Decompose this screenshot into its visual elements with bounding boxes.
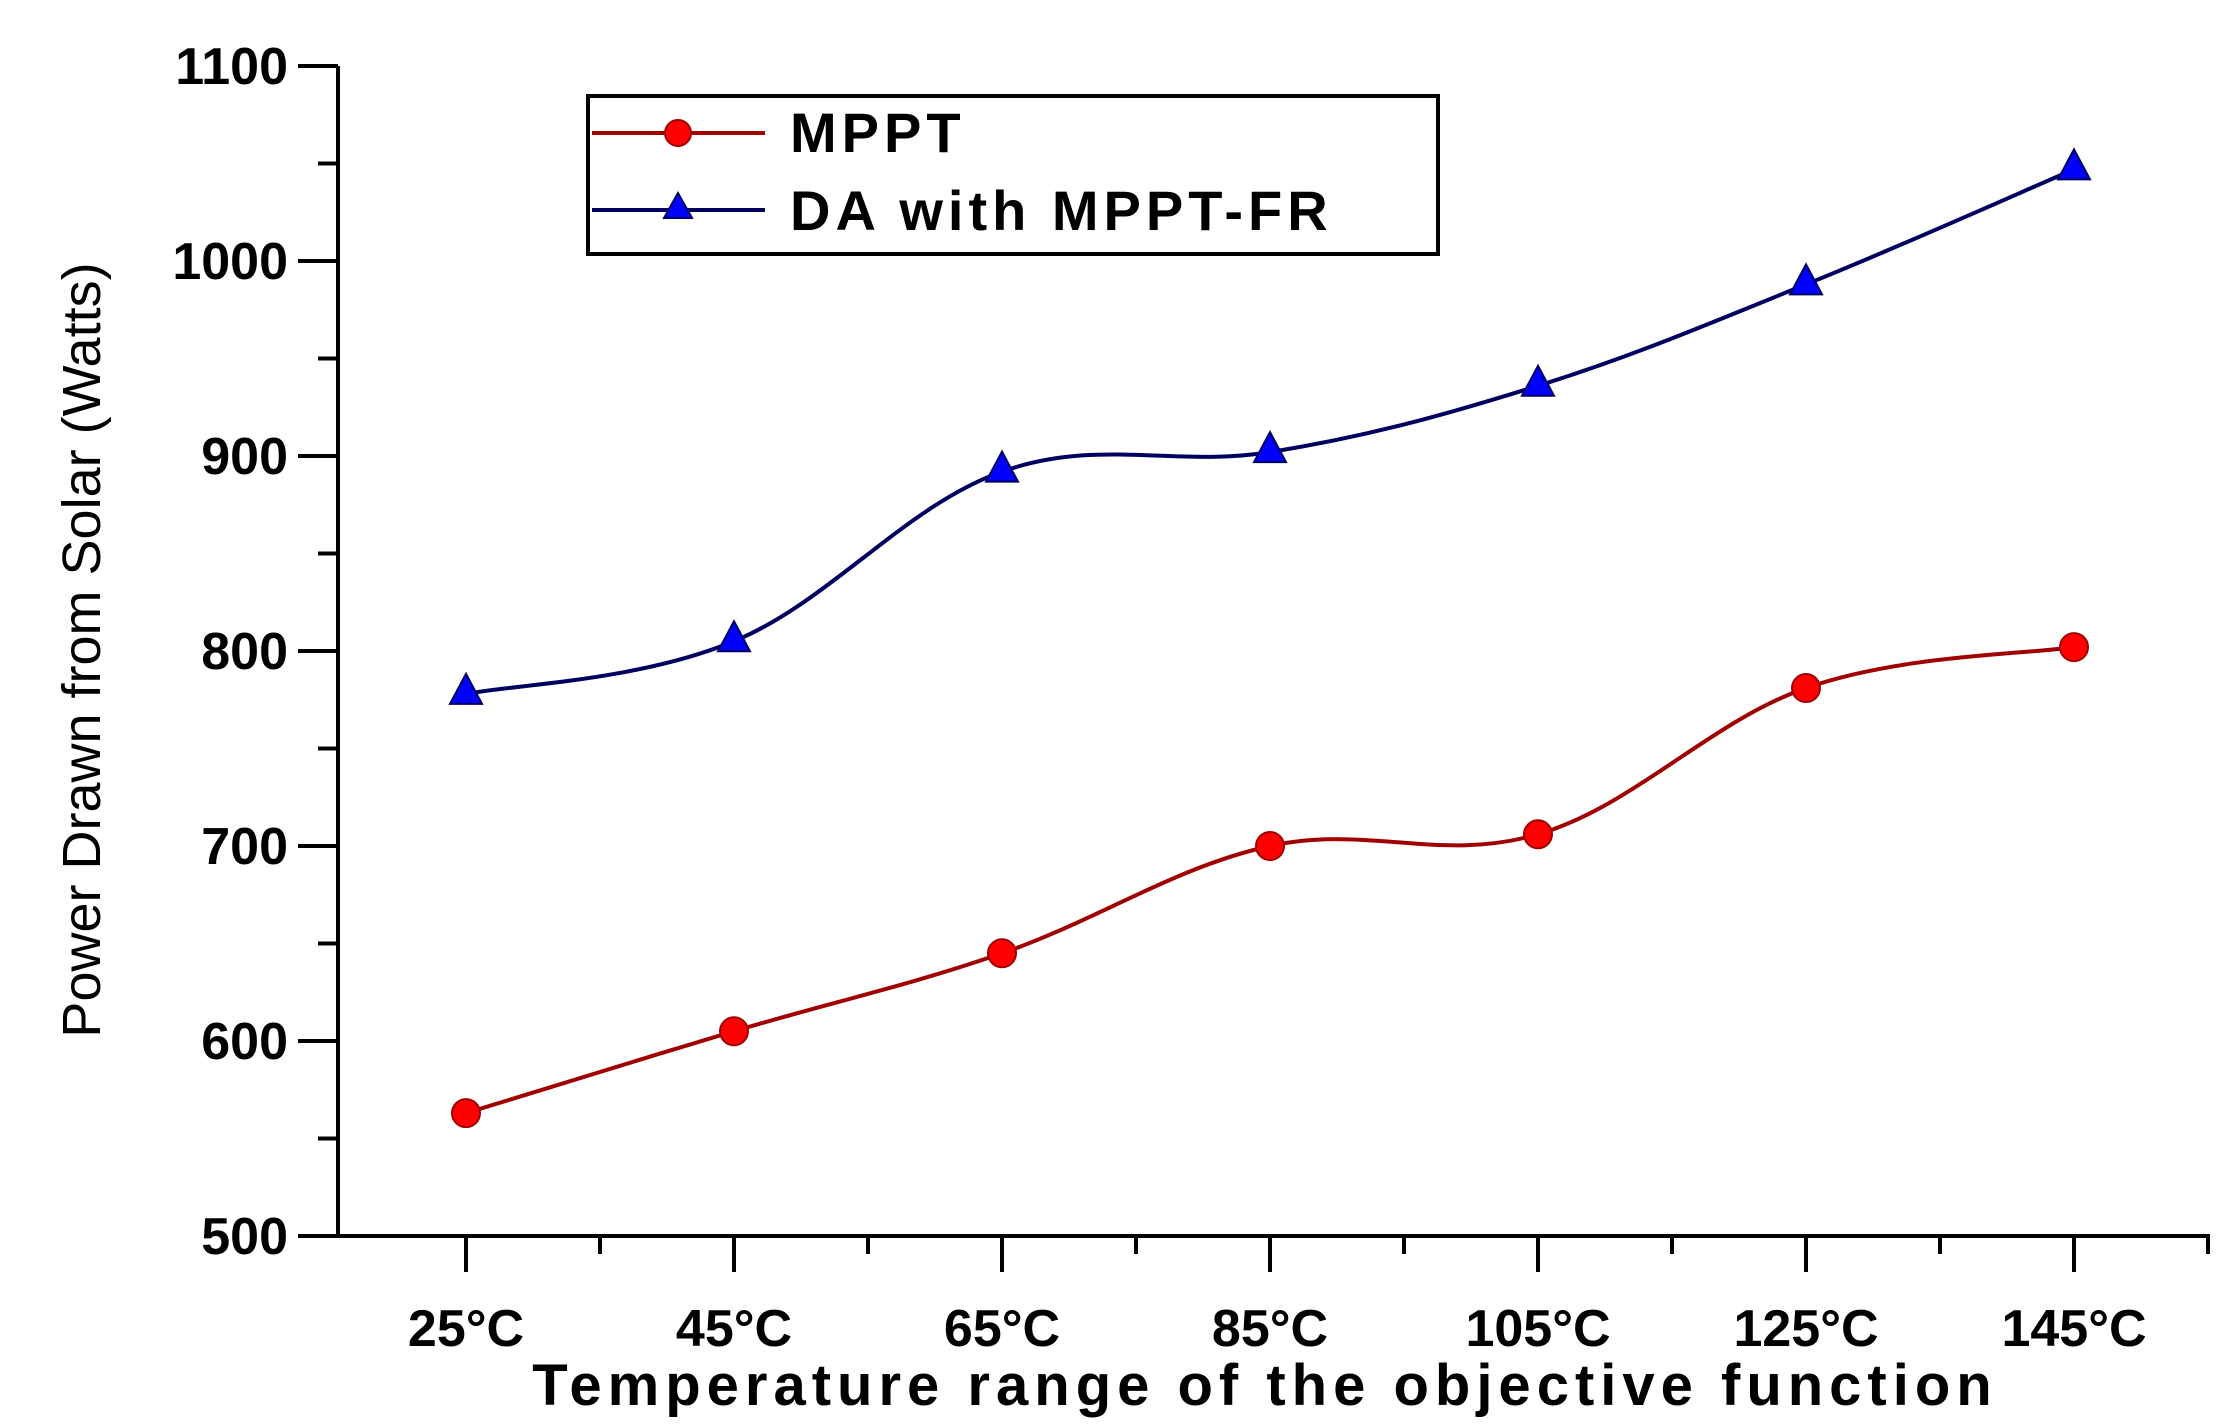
y-tick-label-900: 900	[201, 428, 288, 486]
legend-label-mppt: MPPT	[790, 101, 966, 164]
data-point-da-with-mppt-fr-4	[1520, 363, 1556, 397]
legend-label-da-with-mppt-fr: DA with MPPT-FR	[790, 179, 1333, 242]
data-point-mppt-3	[1255, 831, 1285, 861]
x-axis-title: Temperature range of the objective funct…	[532, 1353, 1997, 1418]
data-point-mppt-1	[719, 1016, 749, 1047]
data-point-da-with-mppt-fr-1	[716, 619, 752, 653]
data-point-mppt-0	[451, 1098, 481, 1129]
data-point-mppt-5	[1791, 673, 1821, 704]
y-tick-label-500: 500	[201, 1208, 288, 1266]
series-line-mppt	[465, 645, 2075, 1116]
series-mppt	[451, 632, 2089, 1129]
legend-box	[586, 94, 1440, 256]
data-point-mppt-2	[987, 938, 1017, 969]
y-tick-label-600: 600	[201, 1013, 288, 1071]
x-tick-label-0: 25°C	[408, 1300, 524, 1358]
x-tick-label-1: 45°C	[676, 1300, 792, 1358]
x-tick-label-5: 125°C	[1733, 1300, 1878, 1358]
series-da-with-mppt-fr	[448, 147, 2092, 705]
data-point-da-with-mppt-fr-0	[448, 671, 484, 705]
x-tick-label-2: 65°C	[944, 1300, 1060, 1358]
legend-item-mppt: MPPT	[592, 101, 966, 164]
legend-item-da-with-mppt-fr: DA with MPPT-FR	[592, 179, 1333, 242]
x-tick-label-3: 85°C	[1212, 1300, 1328, 1358]
y-tick-label-800: 800	[201, 623, 288, 681]
y-axis-title: Power Drawn from Solar (Watts)	[52, 262, 112, 1037]
y-tick-label-1100: 1100	[175, 38, 288, 96]
data-point-da-with-mppt-fr-3	[1252, 429, 1288, 464]
y-tick-label-700: 700	[201, 818, 288, 876]
x-tick-label-6: 145°C	[2001, 1300, 2146, 1358]
series-layer	[448, 147, 2092, 1129]
x-axis-ticks: 25°C 45°C 65°C 85°C 105°C 125°C 145°C	[408, 1236, 2210, 1358]
y-axis-ticks: 500 600 700 800 900 1000 1100	[172, 38, 338, 1266]
y-tick-label-1000: 1000	[172, 233, 288, 291]
legend: MPPT DA with MPPT-FR	[586, 94, 1440, 256]
data-point-da-with-mppt-fr-2	[984, 449, 1020, 483]
data-point-da-with-mppt-fr-5	[1788, 262, 1824, 296]
x-tick-label-4: 105°C	[1465, 1300, 1610, 1358]
data-point-mppt-4	[1523, 819, 1553, 850]
data-point-mppt-6	[2059, 632, 2089, 663]
data-point-da-with-mppt-fr-6	[2056, 147, 2092, 181]
